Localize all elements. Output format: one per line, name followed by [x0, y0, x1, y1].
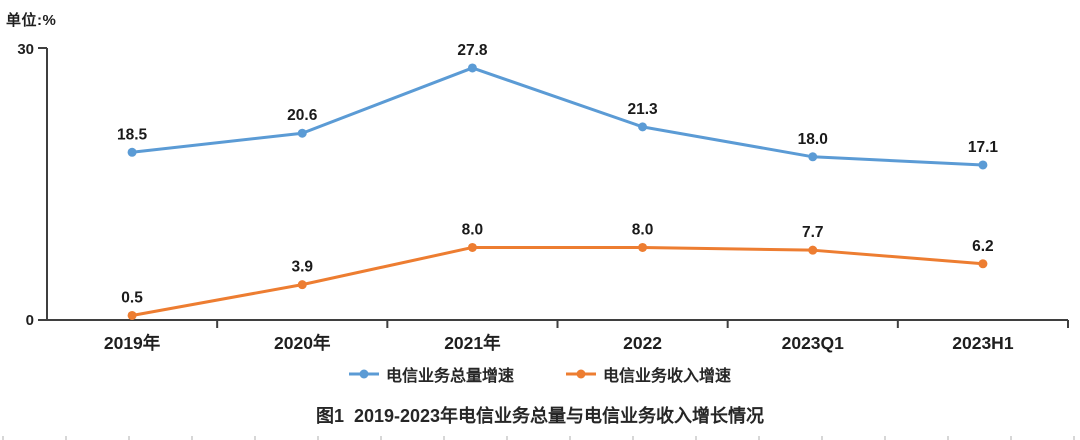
series-line-0: [131, 66, 983, 167]
data-point-marker: [297, 280, 307, 290]
legend: 电信业务总量增速 电信业务收入增速: [0, 362, 1080, 386]
legend-item-0: 电信业务总量增速: [348, 362, 514, 386]
x-category-label: 2021年: [444, 333, 501, 353]
data-point-label: 27.8: [457, 42, 488, 59]
data-point-label: 7.7: [802, 224, 824, 241]
x-category-label: 2022: [623, 333, 662, 353]
data-point-label: 18.0: [798, 131, 828, 148]
data-point-marker: [638, 242, 648, 252]
x-category-label: 2023H1: [952, 333, 1014, 353]
data-point-label: 6.2: [972, 238, 994, 255]
data-point-label: 20.6: [287, 107, 318, 124]
data-point-marker: [808, 245, 818, 255]
x-category-label: 2019年: [104, 333, 161, 353]
data-point-marker: [978, 259, 988, 269]
data-point-label: 18.5: [117, 126, 148, 143]
unit-label: 单位:%: [6, 12, 57, 29]
legend-marker-icon: [566, 369, 596, 379]
legend-item-1: 电信业务收入增速: [566, 362, 731, 386]
x-category-label: 2020年: [274, 333, 331, 353]
y-tick-label: 30: [17, 41, 34, 58]
data-point-label: 8.0: [462, 221, 484, 238]
data-point-marker: [467, 242, 477, 252]
chart-caption: 图1 2019-2023年电信业务总量与电信业务收入增长情况: [315, 406, 765, 426]
series-line-1: [131, 245, 984, 317]
data-point-marker: [808, 152, 818, 162]
data-point-label: 8.0: [632, 221, 654, 238]
legend-label: 电信业务总量增速: [385, 368, 514, 385]
data-point-marker: [467, 63, 477, 73]
data-point-marker: [127, 310, 137, 320]
data-point-label: 3.9: [291, 259, 313, 276]
x-category-label: 2023Q1: [782, 333, 845, 353]
data-point-marker: [638, 122, 648, 132]
data-point-marker: [978, 160, 988, 170]
legend-label: 电信业务收入增速: [603, 368, 732, 385]
data-point-marker: [127, 147, 137, 157]
data-point-marker: [297, 128, 307, 138]
data-point-label: 17.1: [968, 139, 999, 156]
legend-marker-icon: [348, 369, 379, 379]
data-point-label: 21.3: [627, 101, 658, 118]
y-tick-label: 0: [26, 312, 34, 329]
bottom-ruler-ticks: [2, 436, 1078, 440]
data-point-label: 0.5: [121, 289, 143, 306]
